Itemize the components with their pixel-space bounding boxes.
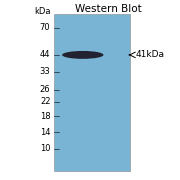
Ellipse shape (62, 51, 104, 59)
Text: 70: 70 (40, 23, 50, 32)
Text: 33: 33 (40, 68, 50, 76)
Text: 14: 14 (40, 128, 50, 137)
Text: 41kDa: 41kDa (136, 50, 165, 59)
Text: kDa: kDa (34, 7, 50, 16)
Text: 22: 22 (40, 97, 50, 106)
Text: 10: 10 (40, 144, 50, 153)
Text: Western Blot: Western Blot (75, 4, 141, 15)
Bar (54, 14, 130, 171)
Text: 18: 18 (40, 112, 50, 121)
Text: 44: 44 (40, 50, 50, 59)
Text: 26: 26 (40, 86, 50, 94)
